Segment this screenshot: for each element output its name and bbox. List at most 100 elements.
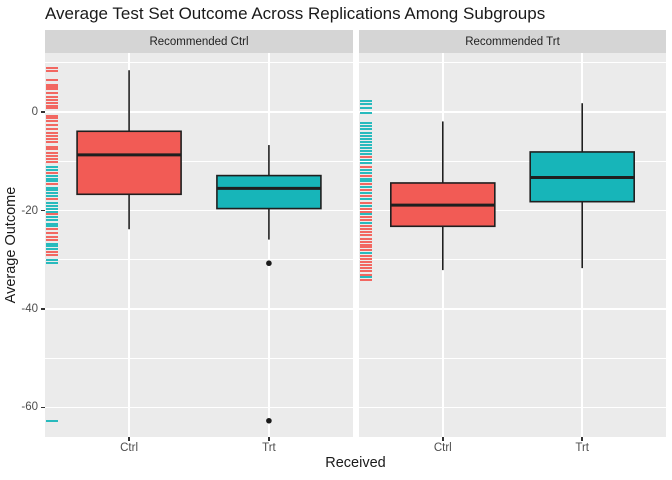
rug-mark (46, 183, 58, 186)
x-tick-mark (128, 437, 130, 441)
rug-mark (46, 117, 58, 120)
rug-mark (46, 186, 58, 189)
minor-gridline (45, 357, 353, 359)
rug-mark (46, 137, 58, 140)
facet-strip-label: Recommended Ctrl (45, 30, 353, 53)
rug-mark (46, 177, 58, 180)
rug-mark (360, 99, 372, 102)
x-tick-mark (581, 437, 583, 441)
rug-mark (46, 95, 58, 98)
panel-body (359, 53, 666, 437)
rug-mark (46, 251, 58, 254)
rug-mark (360, 140, 372, 143)
rug-mark (360, 210, 372, 213)
rug-mark (46, 88, 58, 91)
rug-mark (46, 165, 58, 168)
rug-mark (360, 240, 372, 243)
box-iqr (216, 174, 322, 210)
y-tick-label: -20 (21, 204, 38, 217)
rug-mark (46, 245, 58, 248)
rug-mark (46, 180, 58, 183)
minor-gridline (45, 259, 353, 261)
rug-mark (46, 78, 58, 81)
rug-mark (46, 67, 58, 70)
rug-mark (46, 195, 58, 198)
rug-mark (360, 177, 372, 180)
rug-mark (360, 273, 372, 276)
rug-mark (360, 249, 372, 252)
rug-mark (46, 204, 58, 207)
rug-mark (360, 183, 372, 186)
rug-mark (46, 114, 58, 117)
boxplot-layer (390, 103, 635, 271)
rug-mark (360, 207, 372, 210)
rug-mark (46, 134, 58, 137)
facet-strip-label: Recommended Trt (359, 30, 666, 53)
x-tick-label: Ctrl (433, 442, 452, 454)
rug-mark (360, 195, 372, 198)
rug-mark (360, 165, 372, 168)
rug-mark (360, 137, 372, 140)
minor-gridline (45, 160, 353, 162)
rug-mark (46, 172, 58, 175)
rug-mark (360, 237, 372, 240)
rug-mark (46, 140, 58, 143)
rug-mark (360, 264, 372, 267)
rug-mark (46, 228, 58, 231)
x-tick-mark (268, 437, 270, 441)
major-gridline (45, 209, 353, 212)
minor-gridline (359, 357, 666, 359)
rug-mark (46, 151, 58, 154)
boxplot-layer (76, 70, 322, 424)
rug-mark (360, 192, 372, 195)
rug-mark (46, 123, 58, 126)
rug-mark (360, 156, 372, 159)
rug-mark (46, 86, 58, 89)
rug-mark (360, 168, 372, 171)
category-gridline (128, 53, 130, 437)
rug-mark (360, 204, 372, 207)
rug-mark (360, 102, 372, 105)
rug-mark (360, 153, 372, 156)
y-tick-mark (41, 308, 45, 310)
rug-mark (360, 216, 372, 219)
rug-mark (46, 128, 58, 131)
minor-gridline (359, 62, 666, 64)
rug-mark (360, 134, 372, 137)
major-gridline (359, 308, 666, 310)
major-gridline (359, 111, 666, 113)
rug-mark (46, 208, 58, 211)
x-tick-mark (442, 437, 444, 441)
rug-mark (360, 174, 372, 177)
rug-mark (360, 219, 372, 222)
rug-mark (360, 125, 372, 128)
outlier-point (266, 260, 272, 267)
rug-mark (360, 106, 372, 109)
rug-mark (46, 201, 58, 204)
rug-mark (360, 231, 372, 234)
rug-mark (360, 252, 372, 255)
rug-mark (46, 238, 58, 241)
rug-mark (360, 159, 372, 162)
y-tick-label: -60 (21, 401, 38, 414)
outlier-point (266, 417, 272, 424)
rug-mark (46, 192, 58, 195)
major-gridline (45, 308, 353, 310)
rug-mark (46, 131, 58, 134)
rug-mark (360, 189, 372, 192)
rug-mark (360, 267, 372, 270)
minor-gridline (45, 62, 353, 64)
rug-mark (46, 242, 58, 245)
rug-mark (46, 158, 58, 161)
rug-mark (360, 279, 372, 282)
x-tick-label: Ctrl (120, 442, 139, 454)
y-tick-label: 0 (31, 106, 38, 119)
rug-mark (360, 180, 372, 183)
rug-mark (360, 201, 372, 204)
rug-mark (46, 98, 58, 101)
rug-mark (46, 231, 58, 234)
rug-mark (360, 234, 372, 237)
minor-gridline (359, 160, 666, 162)
rug-mark (360, 213, 372, 216)
